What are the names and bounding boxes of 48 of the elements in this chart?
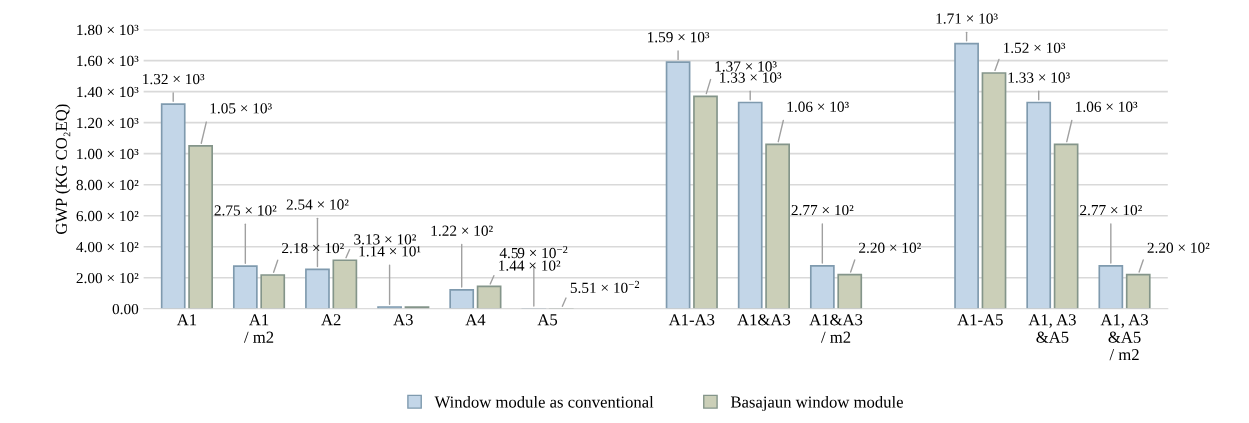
x-tick-label: A1-A3 xyxy=(668,314,715,326)
y-tick-label: 4.00 × 10² xyxy=(76,241,139,253)
x-tick-label: A1 xyxy=(176,314,197,326)
y-tick-label: 1.00 × 10³ xyxy=(77,148,139,160)
data-label: 2.54 × 10² xyxy=(286,199,349,210)
y-tick-label: 1.80 × 10³ xyxy=(77,24,139,36)
data-label: 2.18 × 10² xyxy=(282,242,344,254)
data-label: 3.13 × 10² xyxy=(354,234,417,245)
data-label: 1.22 × 10² xyxy=(431,225,493,236)
x-tick-label: A1&A3 / m2 xyxy=(809,314,863,343)
data-label: 2.20 × 10² xyxy=(1147,242,1210,253)
data-label: 1.37 × 10³ xyxy=(715,61,777,72)
data-label: 5.51 × 10$^{−2}$ xyxy=(570,280,640,294)
y-tick-label: 0.00 xyxy=(112,303,139,315)
legend-label: Basajaun window module xyxy=(730,395,903,412)
data-label: 1.33 × 10³ xyxy=(720,72,782,83)
data-label: 1.59 × 10³ xyxy=(648,32,710,43)
data-label: 2.20 × 10² xyxy=(859,242,921,253)
data-label: 1.52 × 10³ xyxy=(1003,42,1066,54)
y-tick-label: 1.20 × 10³ xyxy=(77,117,139,129)
data-label: 1.06 × 10³ xyxy=(787,101,849,112)
x-tick-label: A5 xyxy=(537,314,558,326)
y-tick-label: 2.00 × 10² xyxy=(76,272,139,284)
legend-label: Window module as conventional xyxy=(434,395,654,408)
x-tick-label: A1&A3 xyxy=(737,314,791,326)
y-axis-title: GWP (KG CO₂EQ) xyxy=(55,104,71,235)
x-tick-label: A2 xyxy=(321,314,341,326)
x-tick-label: A1, A3 &A5 xyxy=(1028,314,1076,343)
x-tick-label: A1 / m2 xyxy=(243,314,274,343)
x-tick-label: A1-A5 xyxy=(957,314,1003,326)
x-tick-label: A1, A3 &A5 / m2 xyxy=(1100,314,1148,361)
data-label: 2.77 × 10² xyxy=(1080,204,1142,216)
y-tick-label: 1.40 × 10³ xyxy=(77,86,139,98)
data-label: 2.75 × 10² xyxy=(214,205,277,216)
x-tick-label: A4 xyxy=(465,314,486,326)
data-label: 2.77 × 10² xyxy=(791,204,854,216)
data-label: 1.06 × 10³ xyxy=(1076,101,1138,112)
y-tick-label: 1.60 × 10³ xyxy=(77,55,139,67)
data-label: 1.14 × 10¹ xyxy=(359,246,421,257)
y-tick-label: 8.00 × 10² xyxy=(76,179,139,191)
data-label: 1.33 × 10³ xyxy=(1008,72,1070,83)
data-label: 1.71 × 10³ xyxy=(936,13,998,24)
y-tick-label: 6.00 × 10² xyxy=(76,210,139,222)
data-label: 4.59 × 10$^{−2}$ xyxy=(499,246,568,259)
x-tick-label: A3 xyxy=(393,314,413,326)
data-label: 1.05 × 10³ xyxy=(210,103,272,114)
data-label: 1.32 × 10³ xyxy=(143,73,205,85)
data-label: 1.44 × 10² xyxy=(499,260,561,271)
